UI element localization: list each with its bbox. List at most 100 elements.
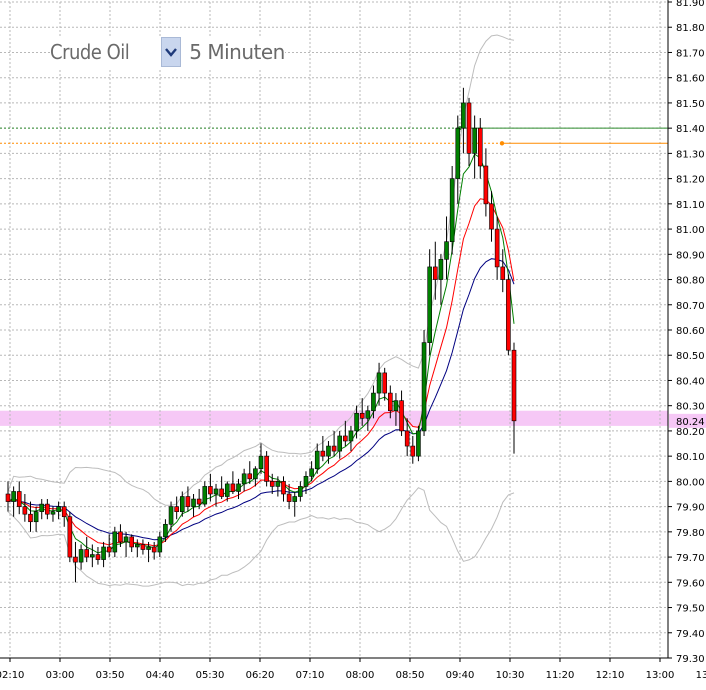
- candle-bear: [61, 506, 67, 518]
- candle-bull: [348, 430, 354, 442]
- candle-bear: [219, 488, 224, 497]
- time-tick-label: 02:10: [0, 670, 24, 681]
- price-tick-label: 81.70: [676, 48, 705, 59]
- candle-bull: [393, 400, 399, 412]
- last-price-marker: 80.24: [669, 413, 706, 428]
- candlesticks: [5, 87, 517, 583]
- price-tick-label: 80.10: [676, 452, 705, 463]
- candle-bear: [269, 481, 275, 487]
- candle-bull: [416, 430, 421, 457]
- candle-bull: [123, 536, 129, 543]
- candle-bear: [399, 400, 404, 432]
- candle-bear: [28, 513, 33, 523]
- time-tick-label: 07:10: [296, 670, 325, 681]
- time-tick-label: 12:10: [596, 670, 625, 681]
- price-tick-label: 80.60: [676, 326, 705, 337]
- candle-bull: [157, 536, 163, 553]
- candle-bull: [33, 511, 39, 523]
- last-price-box: [669, 413, 706, 428]
- candle-bull: [292, 496, 298, 502]
- candle-bear: [511, 349, 517, 422]
- candle-bear: [45, 503, 50, 515]
- price-tick-label: 80.00: [676, 477, 705, 488]
- time-tick-label: 03:50: [96, 670, 125, 681]
- price-tick-label: 80.50: [676, 351, 705, 362]
- price-tick-label: 79.80: [676, 528, 705, 539]
- candle-bull: [241, 473, 247, 485]
- upper-band: [7, 34, 515, 506]
- candle-bear: [500, 266, 506, 280]
- candle-bull: [191, 498, 196, 507]
- candle-bull: [224, 483, 230, 497]
- time-tick-label: 09:40: [446, 670, 475, 681]
- candle-bull: [309, 468, 314, 477]
- price-tick-label: 81.00: [676, 225, 705, 236]
- instrument-label[interactable]: Crude Oil: [50, 40, 130, 64]
- chart-toolbar: Crude Oil 5 Minuten: [50, 36, 285, 68]
- candle-bull: [213, 488, 219, 495]
- timeframe-dropdown-button[interactable]: [161, 37, 182, 67]
- candle-bear: [106, 546, 112, 553]
- candle-bull: [258, 455, 264, 470]
- candle-bull: [112, 531, 118, 553]
- time-tick-label: 08:50: [396, 670, 425, 681]
- candle-bear: [281, 481, 286, 495]
- candle-bull: [236, 483, 241, 492]
- candle-bull: [168, 506, 174, 525]
- time-tick-label: 06:20: [246, 670, 275, 681]
- time-tick-label: 03:00: [46, 670, 75, 681]
- candle-bear: [506, 279, 511, 351]
- candle-bull: [326, 445, 331, 457]
- time-tick-label: 13:00: [646, 670, 675, 681]
- candle-bull: [135, 544, 140, 548]
- candle-bull: [444, 241, 449, 260]
- candle-bear: [382, 372, 387, 394]
- candle-bull: [354, 412, 359, 432]
- time-tick-label: 13:50: [696, 670, 706, 681]
- price-tick-label: 80.30: [676, 402, 705, 413]
- candle-bear: [118, 531, 123, 543]
- candle-bull: [461, 102, 466, 129]
- candle-bull: [303, 476, 309, 487]
- candle-bull: [421, 342, 427, 432]
- candle-bull: [376, 372, 382, 394]
- candle-bear: [320, 450, 326, 457]
- candle-bull: [371, 392, 376, 412]
- candle-bear: [404, 430, 410, 447]
- candle-bear: [73, 556, 78, 563]
- price-zone-highlight: [0, 410, 668, 426]
- candle-bull: [39, 503, 45, 512]
- candle-bear: [84, 549, 90, 558]
- price-tick-label: 79.70: [676, 553, 705, 564]
- candle-bull: [11, 491, 16, 502]
- price-tick-label: 79.90: [676, 503, 705, 514]
- candle-bear: [174, 506, 179, 512]
- candle-bull: [179, 496, 185, 512]
- price-tick-label: 79.60: [676, 578, 705, 589]
- price-tick-label: 80.40: [676, 376, 705, 387]
- timeframe-label[interactable]: 5 Minuten: [189, 40, 285, 64]
- candle-bull: [455, 127, 461, 179]
- candle-bear: [208, 486, 213, 495]
- time-tick-label: 10:30: [496, 670, 525, 681]
- moving-averages: [7, 153, 515, 554]
- candle-bear: [247, 473, 253, 480]
- candle-bull: [298, 486, 303, 497]
- candle-bear: [466, 102, 472, 154]
- horizontal-level-lines[interactable]: [0, 126, 668, 146]
- lower-band: [7, 487, 515, 587]
- candle-bear: [286, 493, 292, 502]
- candle-bear: [343, 435, 348, 442]
- last-price-label: 80.24: [676, 417, 705, 428]
- ma-mid-line: [7, 198, 515, 547]
- candle-bull: [146, 546, 151, 550]
- candle-bull: [337, 435, 343, 452]
- candle-bear: [67, 516, 73, 558]
- candle-bull: [314, 450, 320, 470]
- candle-bear: [264, 455, 269, 482]
- price-tick-label: 81.40: [676, 124, 705, 135]
- candle-bear: [129, 536, 134, 548]
- candle-bear: [331, 445, 337, 452]
- price-tick-label: 81.20: [676, 175, 705, 186]
